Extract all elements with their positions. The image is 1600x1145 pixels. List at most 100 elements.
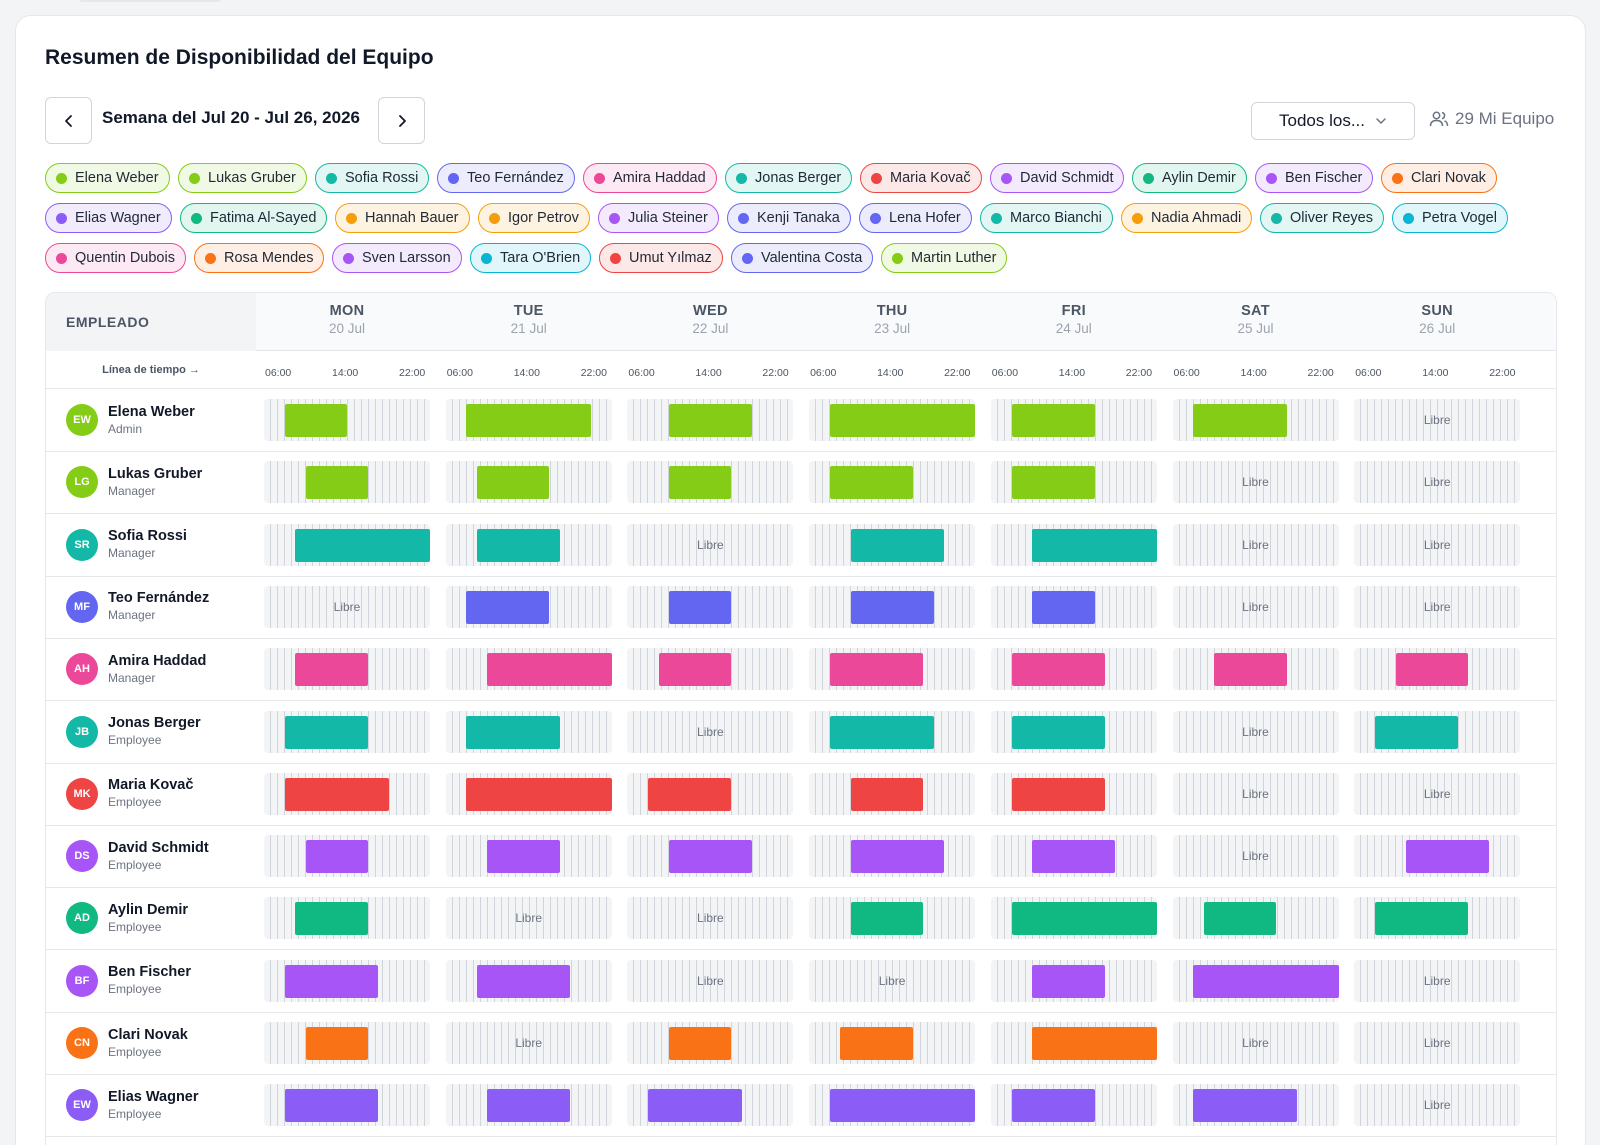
shift-block[interactable] bbox=[1011, 404, 1095, 437]
shift-block[interactable] bbox=[1032, 840, 1116, 874]
day-timeline-cell[interactable] bbox=[990, 959, 1157, 1002]
day-timeline-cell[interactable] bbox=[809, 461, 976, 504]
shift-block[interactable] bbox=[829, 466, 913, 500]
day-timeline-cell[interactable]: Libre bbox=[627, 710, 794, 753]
shift-block[interactable] bbox=[1032, 590, 1095, 624]
shift-block[interactable] bbox=[466, 777, 612, 811]
shift-block[interactable] bbox=[648, 777, 732, 811]
day-timeline-cell[interactable] bbox=[627, 461, 794, 504]
day-timeline-cell[interactable] bbox=[264, 523, 430, 566]
day-timeline-cell[interactable] bbox=[1172, 1084, 1339, 1127]
shift-block[interactable] bbox=[668, 1027, 732, 1060]
day-timeline-cell[interactable] bbox=[1354, 648, 1521, 691]
day-timeline-cell[interactable] bbox=[264, 1084, 430, 1127]
day-timeline-cell[interactable] bbox=[1354, 835, 1521, 878]
day-timeline-cell[interactable] bbox=[990, 399, 1157, 441]
day-timeline-cell[interactable] bbox=[1172, 897, 1339, 940]
employee-chip[interactable]: Oliver Reyes bbox=[1260, 203, 1384, 233]
shift-block[interactable] bbox=[466, 590, 550, 624]
shift-block[interactable] bbox=[305, 1027, 368, 1060]
day-timeline-cell[interactable] bbox=[264, 835, 430, 878]
shift-block[interactable] bbox=[1011, 715, 1105, 749]
day-timeline-cell[interactable]: Libre bbox=[627, 523, 794, 566]
shift-block[interactable] bbox=[284, 1089, 379, 1123]
employee-chip[interactable]: Petra Vogel bbox=[1392, 203, 1508, 233]
day-timeline-cell[interactable] bbox=[809, 648, 976, 691]
shift-block[interactable] bbox=[284, 964, 379, 998]
day-timeline-cell[interactable]: Libre bbox=[1172, 1022, 1339, 1064]
day-timeline-cell[interactable] bbox=[445, 772, 612, 815]
employee-chip[interactable]: Aylin Demir bbox=[1132, 163, 1247, 193]
day-timeline-cell[interactable]: Libre bbox=[1354, 1084, 1521, 1127]
employee-chip[interactable]: David Schmidt bbox=[990, 163, 1125, 193]
day-timeline-cell[interactable] bbox=[809, 399, 976, 441]
day-timeline-cell[interactable] bbox=[264, 772, 430, 815]
day-timeline-cell[interactable] bbox=[990, 648, 1157, 691]
shift-block[interactable] bbox=[476, 528, 560, 562]
employee-chip[interactable]: Fatima Al-Sayed bbox=[180, 203, 328, 233]
day-timeline-cell[interactable]: Libre bbox=[264, 585, 430, 628]
employee-chip[interactable]: Marco Bianchi bbox=[980, 203, 1113, 233]
shift-block[interactable] bbox=[284, 404, 347, 437]
employee-chip[interactable]: Kenji Tanaka bbox=[727, 203, 851, 233]
shift-block[interactable] bbox=[487, 840, 560, 874]
day-timeline-cell[interactable] bbox=[990, 461, 1157, 504]
next-week-button[interactable] bbox=[378, 97, 425, 144]
day-timeline-cell[interactable]: Libre bbox=[1354, 1022, 1521, 1064]
shift-block[interactable] bbox=[476, 466, 550, 500]
day-timeline-cell[interactable] bbox=[264, 648, 430, 691]
day-timeline-cell[interactable]: Libre bbox=[1172, 523, 1339, 566]
day-timeline-cell[interactable]: Libre bbox=[1172, 710, 1339, 753]
shift-block[interactable] bbox=[1193, 1089, 1297, 1123]
day-timeline-cell[interactable]: Libre bbox=[809, 959, 976, 1002]
employee-chip[interactable]: Amira Haddad bbox=[583, 163, 717, 193]
day-timeline-cell[interactable] bbox=[809, 835, 976, 878]
shift-block[interactable] bbox=[1374, 902, 1469, 936]
shift-block[interactable] bbox=[487, 1089, 571, 1123]
day-timeline-cell[interactable] bbox=[627, 648, 794, 691]
day-timeline-cell[interactable] bbox=[809, 897, 976, 940]
day-timeline-cell[interactable] bbox=[445, 399, 612, 441]
day-timeline-cell[interactable] bbox=[990, 585, 1157, 628]
employee-chip[interactable]: Valentina Costa bbox=[731, 243, 874, 273]
day-timeline-cell[interactable] bbox=[1172, 399, 1339, 441]
day-timeline-cell[interactable]: Libre bbox=[627, 959, 794, 1002]
shift-block[interactable] bbox=[668, 466, 732, 500]
day-timeline-cell[interactable] bbox=[809, 1022, 976, 1064]
shift-block[interactable] bbox=[829, 404, 976, 437]
shift-block[interactable] bbox=[668, 590, 732, 624]
employee-chip[interactable]: Elias Wagner bbox=[45, 203, 172, 233]
day-timeline-cell[interactable] bbox=[809, 1084, 976, 1127]
day-timeline-cell[interactable] bbox=[445, 648, 612, 691]
day-timeline-cell[interactable]: Libre bbox=[1172, 772, 1339, 815]
day-timeline-cell[interactable] bbox=[1354, 897, 1521, 940]
shift-block[interactable] bbox=[1032, 1027, 1157, 1060]
day-timeline-cell[interactable] bbox=[990, 1084, 1157, 1127]
employee-chip[interactable]: Martin Luther bbox=[881, 243, 1008, 273]
shift-block[interactable] bbox=[1032, 528, 1157, 562]
day-timeline-cell[interactable] bbox=[990, 710, 1157, 753]
shift-block[interactable] bbox=[668, 840, 752, 874]
day-timeline-cell[interactable]: Libre bbox=[1354, 772, 1521, 815]
employee-chip[interactable]: Clari Novak bbox=[1381, 163, 1497, 193]
day-timeline-cell[interactable] bbox=[445, 461, 612, 504]
shift-block[interactable] bbox=[295, 653, 368, 687]
day-timeline-cell[interactable] bbox=[809, 710, 976, 753]
shift-block[interactable] bbox=[1374, 715, 1458, 749]
day-timeline-cell[interactable] bbox=[990, 835, 1157, 878]
shift-block[interactable] bbox=[295, 902, 368, 936]
day-timeline-cell[interactable]: Libre bbox=[1354, 523, 1521, 566]
day-timeline-cell[interactable] bbox=[990, 1022, 1157, 1064]
day-timeline-cell[interactable] bbox=[990, 772, 1157, 815]
shift-block[interactable] bbox=[1203, 902, 1277, 936]
shift-block[interactable] bbox=[850, 777, 924, 811]
day-timeline-cell[interactable] bbox=[809, 523, 976, 566]
shift-block[interactable] bbox=[1032, 964, 1105, 998]
shift-block[interactable] bbox=[284, 777, 389, 811]
shift-block[interactable] bbox=[850, 840, 944, 874]
day-timeline-cell[interactable] bbox=[627, 1022, 794, 1064]
employee-chip[interactable]: Ben Fischer bbox=[1255, 163, 1374, 193]
day-timeline-cell[interactable] bbox=[445, 585, 612, 628]
day-timeline-cell[interactable]: Libre bbox=[1354, 959, 1521, 1002]
employee-chip[interactable]: Nadia Ahmadi bbox=[1121, 203, 1253, 233]
